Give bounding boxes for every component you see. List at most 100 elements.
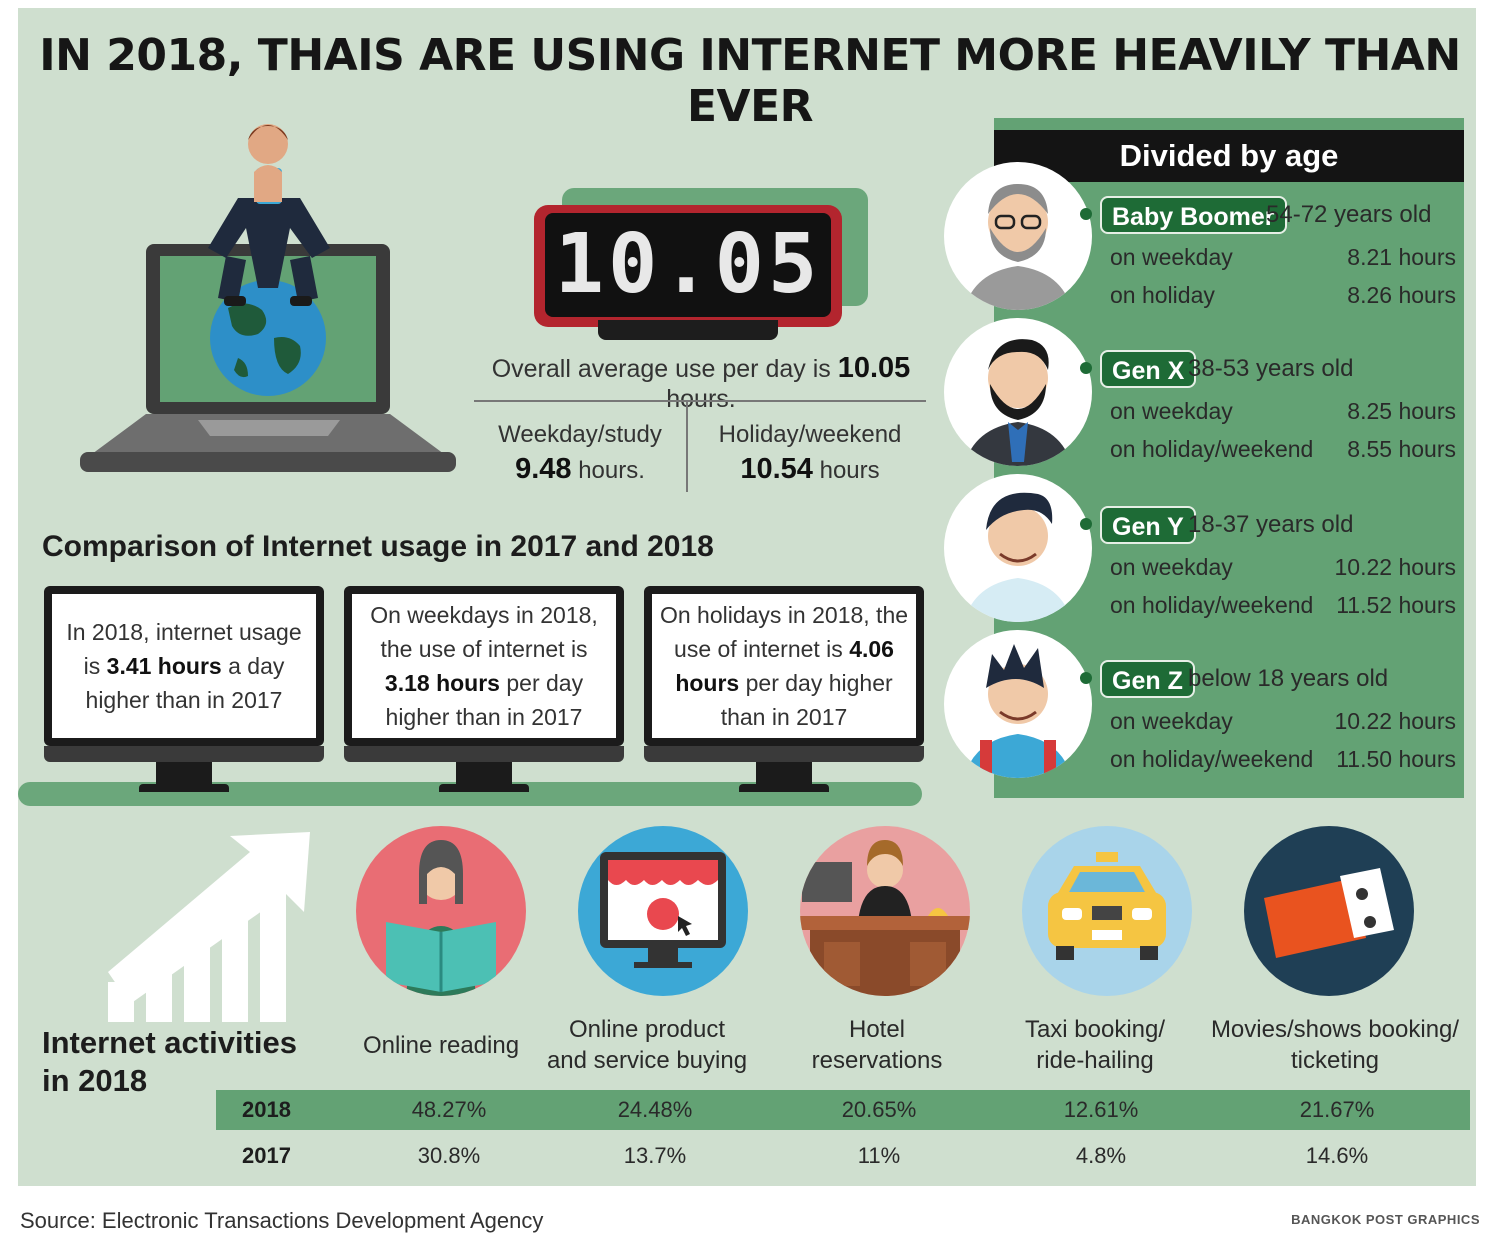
baby-boomer-avatar: [944, 162, 1092, 310]
monitor-foot: [739, 784, 829, 792]
row-label: on weekday: [1110, 708, 1233, 734]
graphics-credit: BANGKOK POST GRAPHICS: [1291, 1212, 1480, 1227]
stat-cell: 21.67%: [1299, 1097, 1375, 1122]
age-connector-dot: [1080, 518, 1092, 530]
gen-z-holiday-row: on holiday/weekend 11.50 hours: [1110, 746, 1456, 773]
taxi-icon: [1022, 826, 1192, 996]
age-connector-dot: [1080, 672, 1092, 684]
monitor-foot: [439, 784, 529, 792]
row-label: on holiday/weekend: [1110, 592, 1314, 618]
stat-cell: 13.7%: [623, 1143, 687, 1168]
monitor-chin: [44, 746, 324, 762]
row-value: 8.55 hours: [1347, 436, 1456, 462]
gen-x-avatar: [944, 318, 1092, 466]
holiday-label: Holiday/weekend: [718, 421, 902, 448]
row-year: 2017: [242, 1143, 291, 1168]
weekday-value: 9.48: [515, 453, 572, 485]
monitor-highlight: 4.06 hours: [675, 636, 894, 696]
gen-z-range: below 18 years old: [1188, 665, 1389, 692]
row-value: 8.25 hours: [1347, 398, 1456, 424]
row-value: 8.21 hours: [1347, 244, 1456, 270]
weekday-label: Weekday/study: [498, 421, 662, 448]
monitor-screen: On holidays in 2018, the use of internet…: [644, 586, 924, 746]
gen-x-weekday-row: on weekday 8.25 hours: [1110, 398, 1456, 425]
comparison-monitor-overall: In 2018, internet usage is 3.41 hours a …: [44, 586, 324, 792]
age-connector-dot: [1080, 362, 1092, 374]
monitor-chin: [344, 746, 624, 762]
divider-vertical: [686, 402, 688, 492]
overall-value: 10.05: [837, 352, 911, 384]
activity-label-ticketing: Movies/shows booking/ ticketing: [1210, 1016, 1460, 1074]
activity-label-shopping: Online product and service buying: [546, 1016, 748, 1074]
holiday-average: Holiday/weekend 10.54 hours: [700, 418, 920, 488]
row-label: on holiday: [1110, 282, 1215, 308]
digital-clock-display: 10.05: [545, 213, 831, 317]
age-connector-dot: [1080, 208, 1092, 220]
monitor-stand: [756, 762, 812, 784]
overall-average-text: Overall average use per day is 10.05 hou…: [474, 352, 928, 414]
gen-y-holiday-row: on holiday/weekend 11.52 hours: [1110, 592, 1456, 619]
gen-z-badge: Gen Z: [1100, 660, 1195, 698]
monitor-text: a day higher than in 2017: [85, 653, 285, 713]
stat-cell: 4.8%: [1075, 1143, 1127, 1168]
gen-x-badge: Gen X: [1100, 350, 1197, 388]
overall-suffix: hours.: [666, 385, 736, 413]
monitor-highlight: 3.41 hours: [106, 653, 222, 679]
stat-cell: 14.6%: [1305, 1143, 1369, 1168]
monitor-text: per day higher than in 2017: [720, 670, 893, 730]
source-note: Source: Electronic Transactions Developm…: [20, 1208, 544, 1233]
row-value: 11.50 hours: [1336, 746, 1456, 772]
age-panel-header: Divided by age: [994, 130, 1464, 182]
stat-cell: 30.8%: [417, 1143, 481, 1168]
activity-label-taxi: Taxi booking/ ride-hailing: [1024, 1016, 1166, 1074]
stat-cell: 20.65%: [841, 1097, 917, 1122]
shopping-icon: [578, 826, 748, 996]
row-label: on weekday: [1110, 244, 1233, 270]
stat-cell: 12.61%: [1063, 1097, 1139, 1122]
row-label: on weekday: [1110, 398, 1233, 424]
gen-y-weekday-row: on weekday 10.22 hours: [1110, 554, 1456, 581]
weekday-unit: hours.: [578, 457, 645, 484]
monitor-screen: In 2018, internet usage is 3.41 hours a …: [44, 586, 324, 746]
row-value: 10.22 hours: [1334, 554, 1456, 580]
monitor-text: On weekdays in 2018, the use of internet…: [370, 602, 598, 662]
ticket-icon: [1244, 826, 1414, 996]
stat-cell: 24.48%: [617, 1097, 693, 1122]
activity-label-hotel: Hotel reservations: [811, 1016, 943, 1074]
reading-icon: [356, 826, 526, 996]
hotel-icon: [800, 826, 970, 996]
holiday-unit: hours: [819, 457, 880, 484]
monitor-text: per day higher than in 2017: [385, 670, 584, 730]
growth-arrow-icon: [108, 832, 310, 1022]
gen-x-holiday-row: on holiday/weekend 8.55 hours: [1110, 436, 1456, 463]
stats-row-2018: 2018 48.27% 24.48% 20.65% 12.61% 21.67%: [216, 1090, 1470, 1130]
page-title: IN 2018, THAIS ARE USING INTERNET MORE H…: [39, 30, 1461, 132]
monitor-foot: [139, 784, 229, 792]
overall-prefix: Overall average use per day is: [491, 355, 831, 383]
monitor-stand: [156, 762, 212, 784]
stats-row-2017: 2017 30.8% 13.7% 11% 4.8% 14.6%: [216, 1136, 1470, 1176]
holiday-value: 10.54: [740, 453, 813, 485]
baby-boomer-badge: Baby Boomer: [1100, 196, 1287, 234]
row-label: on holiday/weekend: [1110, 436, 1314, 462]
monitor-text: On holidays in 2018, the use of internet…: [659, 602, 909, 662]
row-year: 2018: [242, 1097, 291, 1122]
gen-y-range: 18-37 years old: [1188, 511, 1354, 538]
baby-boomer-weekday-row: on weekday 8.21 hours: [1110, 244, 1456, 271]
laptop-user-illustration: [80, 124, 456, 472]
gen-y-badge: Gen Y: [1100, 506, 1196, 544]
comparison-monitor-holiday: On holidays in 2018, the use of internet…: [644, 586, 924, 792]
monitor-screen: On weekdays in 2018, the use of internet…: [344, 586, 624, 746]
divider-horizontal: [474, 400, 926, 402]
weekday-average: Weekday/study 9.48 hours.: [470, 418, 690, 488]
row-value: 10.22 hours: [1334, 708, 1456, 734]
stat-cell: 48.27%: [411, 1097, 487, 1122]
stat-cell: 11%: [857, 1143, 901, 1168]
monitor-highlight: 3.18 hours: [384, 670, 500, 696]
gen-z-weekday-row: on weekday 10.22 hours: [1110, 708, 1456, 735]
comparison-monitor-weekday: On weekdays in 2018, the use of internet…: [344, 586, 624, 792]
gen-y-avatar: [944, 474, 1092, 622]
baby-boomer-range: 54-72 years old: [1266, 201, 1432, 228]
activities-title: Internet activities in 2018: [42, 1025, 297, 1098]
monitor-stand: [456, 762, 512, 784]
